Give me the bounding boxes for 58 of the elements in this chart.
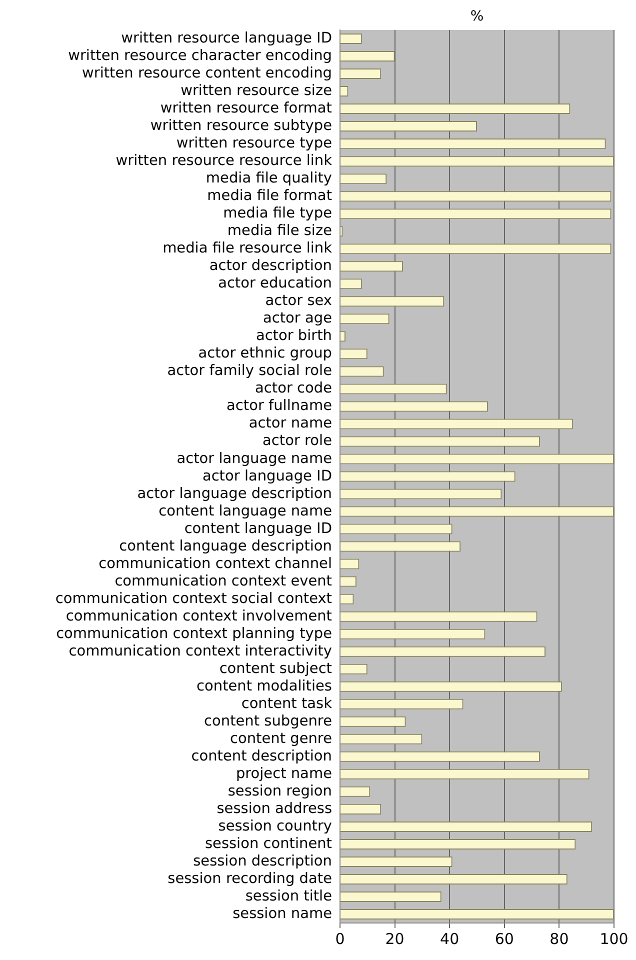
y-tick-label: content modalities bbox=[196, 678, 332, 694]
y-tick-label: session name bbox=[232, 906, 332, 922]
x-tick-label: 20 bbox=[385, 930, 404, 948]
y-tick-label: project name bbox=[236, 766, 332, 782]
y-tick-label: content task bbox=[241, 696, 333, 712]
y-tick-label: written resource format bbox=[160, 100, 332, 117]
y-tick-label: content description bbox=[191, 748, 332, 764]
y-tick-label: written resource type bbox=[176, 136, 332, 152]
y-tick-label: actor age bbox=[263, 310, 332, 327]
y-tick-label: media file resource link bbox=[162, 240, 333, 257]
y-tick-label: written resource character encoding bbox=[68, 48, 332, 64]
y-tick-label: session region bbox=[228, 783, 332, 800]
y-tick-label: communication context event bbox=[114, 573, 332, 590]
y-tick-label: communication context interactivity bbox=[68, 643, 332, 660]
y-tick-label: actor ethnic group bbox=[198, 346, 332, 362]
y-tick-label: content subject bbox=[219, 660, 332, 677]
y-tick-label: session description bbox=[193, 853, 332, 870]
y-tick-label: actor description bbox=[209, 258, 332, 274]
y-tick-label: content subgenre bbox=[204, 713, 332, 730]
y-tick-label: session country bbox=[218, 818, 332, 834]
y-tick-label: content language description bbox=[119, 538, 332, 554]
y-tick-label: communication context channel bbox=[98, 556, 332, 572]
y-tick-label: actor fullname bbox=[226, 398, 332, 414]
y-tick-label: session address bbox=[216, 800, 332, 817]
y-tick-label: actor role bbox=[262, 433, 332, 450]
y-tick-label: written resource size bbox=[180, 83, 332, 100]
y-tick-label: actor birth bbox=[256, 328, 332, 344]
x-tick-label: 40 bbox=[440, 930, 460, 948]
y-tick-label: written resource subtype bbox=[150, 118, 332, 134]
y-tick-label: actor language name bbox=[176, 450, 332, 467]
y-tick-label: written resource language ID bbox=[121, 30, 332, 47]
y-tick-label: media file size bbox=[227, 223, 332, 240]
y-tick-label: session title bbox=[245, 888, 332, 904]
y-tick-label: content genre bbox=[230, 730, 332, 747]
y-tick-label: actor sex bbox=[265, 293, 332, 310]
y-tick-label: actor language description bbox=[137, 486, 332, 502]
y-tick-label: communication context planning type bbox=[56, 626, 332, 642]
y-tick-label: media file format bbox=[207, 188, 332, 204]
y-tick-label: communication context social context bbox=[55, 590, 332, 607]
y-tick-label: written resource resource link bbox=[116, 153, 333, 170]
x-tick-label: 80 bbox=[550, 930, 569, 948]
y-tick-label: session continent bbox=[204, 836, 332, 852]
x-tick-label: 0 bbox=[335, 930, 345, 948]
y-tick-label: actor language ID bbox=[202, 468, 332, 484]
y-tick-label: content language ID bbox=[184, 520, 332, 537]
y-tick-label: actor name bbox=[248, 416, 332, 432]
y-tick-label: session recording date bbox=[168, 870, 332, 887]
y-tick-label: content language name bbox=[158, 503, 332, 520]
y-tick-label: written resource content encoding bbox=[82, 66, 332, 82]
y-tick-label: media file quality bbox=[206, 170, 332, 187]
x-tick-label: 60 bbox=[494, 930, 514, 948]
y-tick-label: actor education bbox=[218, 276, 332, 292]
y-tick-label: media file type bbox=[223, 206, 332, 222]
y-tick-label: actor family social role bbox=[167, 363, 332, 380]
y-tick-label: communication context involvement bbox=[66, 608, 332, 624]
y-tick-label: actor code bbox=[255, 380, 332, 397]
x-axis-title: % bbox=[470, 8, 484, 25]
x-tick-label: 100 bbox=[600, 930, 628, 948]
